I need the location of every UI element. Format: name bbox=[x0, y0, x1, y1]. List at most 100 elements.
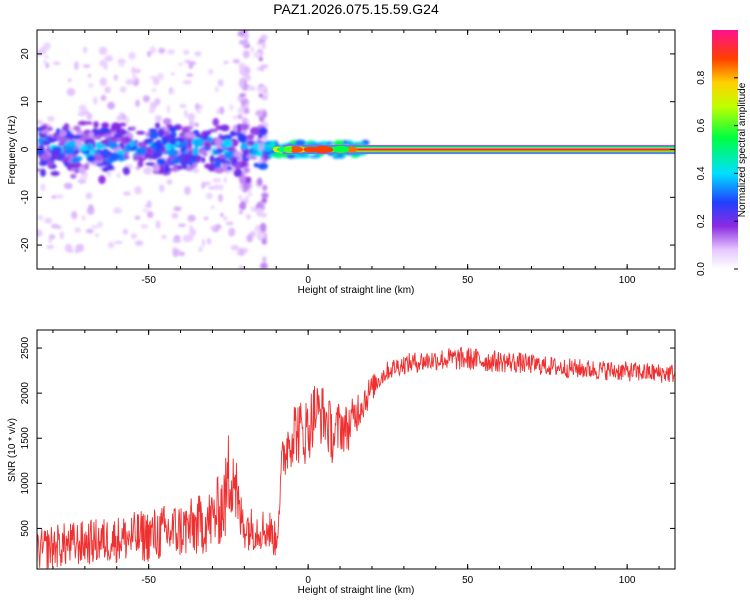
spectral-speckle bbox=[47, 115, 55, 122]
spectral-speckle bbox=[134, 185, 142, 195]
snr-ytick-label: 1500 bbox=[20, 427, 31, 450]
spectrogram-xlabel: Height of straight line (km) bbox=[298, 285, 415, 296]
spectral-blob bbox=[190, 148, 200, 156]
spectral-speckle bbox=[98, 46, 108, 56]
spectral-speckle bbox=[151, 88, 157, 93]
spectral-speckle bbox=[63, 182, 73, 190]
spectral-speckle bbox=[85, 192, 93, 200]
spectral-speckle bbox=[37, 229, 43, 238]
spectral-speckle bbox=[82, 64, 91, 68]
spectral-streak bbox=[243, 168, 251, 173]
spectrogram-panel: -50 0 50 100 -20 -10 0 10 20 Height of straight … bbox=[7, 29, 676, 296]
spectral-streak bbox=[259, 262, 268, 269]
spectral-streak bbox=[260, 64, 265, 72]
spectral-blob bbox=[84, 121, 93, 125]
spectral-streak bbox=[260, 34, 268, 40]
spectral-speckle bbox=[172, 248, 179, 258]
spectral-blob bbox=[249, 156, 258, 160]
spectral-blob bbox=[209, 154, 215, 164]
spectral-speckle bbox=[172, 238, 182, 243]
spectral-blob bbox=[333, 140, 345, 146]
spectral-speckle bbox=[55, 194, 64, 199]
spectral-blob bbox=[95, 141, 102, 150]
spectral-speckle bbox=[223, 176, 227, 183]
colorbar-tick-label: 0.2 bbox=[696, 214, 707, 228]
spectral-blob bbox=[37, 137, 43, 146]
spectral-blob bbox=[107, 139, 113, 146]
spectral-speckle bbox=[128, 52, 136, 60]
spectral-blob bbox=[207, 136, 213, 143]
spectral-speckle bbox=[161, 234, 167, 240]
spectral-streak bbox=[243, 38, 249, 48]
chart-title: PAZ1.2026.075.15.59.G24 bbox=[273, 1, 439, 17]
spectral-speckle bbox=[216, 108, 220, 115]
snr-xtick-label: 0 bbox=[305, 575, 311, 586]
spectral-blob bbox=[213, 167, 225, 174]
spectral-blob bbox=[125, 144, 132, 153]
spectral-speckle bbox=[64, 243, 73, 253]
spectral-blob bbox=[208, 128, 218, 133]
spectral-speckle bbox=[209, 226, 217, 230]
spectral-speckle bbox=[74, 61, 79, 71]
spectral-speckle bbox=[247, 192, 253, 197]
spectral-streak bbox=[239, 70, 248, 76]
spectral-speckle bbox=[83, 46, 88, 54]
spectral-speckle bbox=[186, 73, 194, 77]
spectral-speckle bbox=[75, 243, 85, 253]
spectral-blob bbox=[309, 154, 321, 159]
spectral-blob bbox=[98, 175, 106, 185]
carrier-band bbox=[272, 144, 675, 155]
spectral-speckle bbox=[250, 46, 254, 53]
spectral-streak bbox=[256, 177, 263, 186]
snr-panel: -50 0 50 100 500 1000 1500 2000 2500 Height of s… bbox=[7, 329, 676, 596]
spectral-streak bbox=[256, 207, 264, 217]
spectral-streak bbox=[261, 198, 268, 204]
spectral-speckle bbox=[99, 59, 107, 67]
spectral-blob bbox=[224, 152, 234, 159]
spectral-speckle bbox=[113, 74, 118, 81]
spectrogram-xtick-label: 50 bbox=[462, 275, 474, 286]
spectrogram-heatmap bbox=[37, 30, 675, 269]
spectral-blob bbox=[259, 126, 268, 136]
spectral-blob bbox=[161, 136, 169, 145]
spectral-blob bbox=[88, 132, 95, 136]
spectral-speckle bbox=[210, 205, 215, 209]
spectral-speckle bbox=[215, 86, 219, 93]
spectral-speckle bbox=[131, 66, 135, 75]
spectral-streak bbox=[258, 38, 263, 44]
spectral-speckle bbox=[183, 49, 190, 55]
spectral-blob bbox=[136, 146, 147, 156]
spectral-speckle bbox=[66, 88, 76, 97]
spectral-speckle bbox=[201, 238, 206, 247]
spectral-streak bbox=[242, 50, 250, 59]
spectral-speckle bbox=[152, 101, 157, 109]
spectral-streak bbox=[239, 201, 247, 211]
spectral-speckle bbox=[118, 62, 125, 67]
spectral-speckle bbox=[43, 59, 47, 65]
spectral-blob bbox=[233, 163, 242, 169]
spectral-blob bbox=[249, 140, 256, 146]
spectral-blob bbox=[186, 142, 193, 149]
spectral-blob bbox=[77, 143, 82, 147]
spectral-blob bbox=[181, 126, 190, 134]
spectrogram-xtick-label: 100 bbox=[619, 275, 636, 286]
spectral-blob bbox=[133, 139, 138, 143]
spectral-speckle bbox=[78, 104, 87, 112]
spectral-blob bbox=[125, 136, 130, 143]
spectral-blob bbox=[157, 128, 165, 136]
carrier-blob bbox=[332, 145, 350, 154]
colorbar-gradient bbox=[712, 30, 738, 269]
spectral-speckle bbox=[40, 183, 46, 192]
spectral-blob bbox=[195, 140, 200, 147]
spectral-blob bbox=[59, 129, 67, 137]
spectral-streak bbox=[261, 239, 267, 245]
spectrogram-ytick-label: 0 bbox=[20, 146, 31, 152]
spectral-streak bbox=[255, 110, 263, 117]
spectral-streak bbox=[258, 93, 264, 98]
spectral-blob bbox=[227, 166, 233, 171]
spectral-blob bbox=[70, 173, 77, 179]
colorbar: 0.0 0.2 0.4 0.6 0.8 Normalized spectral ampl… bbox=[696, 30, 748, 276]
spectral-speckle bbox=[152, 77, 160, 85]
spectral-blob bbox=[167, 144, 177, 150]
